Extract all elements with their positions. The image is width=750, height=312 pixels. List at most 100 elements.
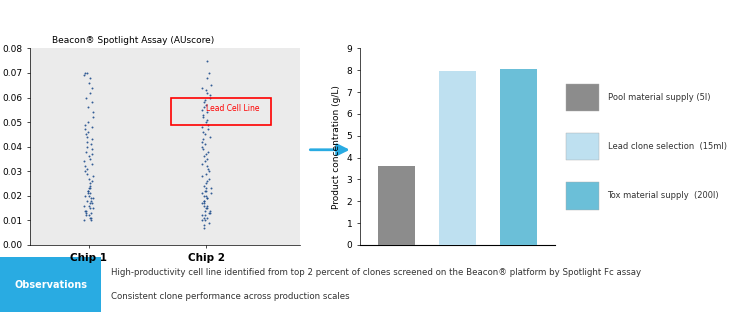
Point	[85, 196, 97, 201]
Point	[204, 95, 216, 100]
Point	[202, 71, 214, 76]
Point	[81, 171, 93, 176]
Point	[85, 215, 97, 220]
Point	[87, 110, 99, 115]
Text: Observations: Observations	[14, 280, 88, 290]
Point	[85, 198, 97, 203]
Point	[85, 142, 97, 147]
Point	[82, 129, 94, 134]
Point	[81, 71, 93, 76]
Point	[205, 186, 217, 191]
Point	[83, 193, 95, 198]
Point	[198, 203, 210, 208]
Point	[200, 119, 211, 124]
Bar	[566, 182, 598, 210]
Point	[81, 139, 93, 144]
Point	[78, 218, 90, 223]
Point	[196, 174, 208, 179]
Point	[201, 117, 213, 122]
Text: Pool material supply (5l): Pool material supply (5l)	[608, 93, 710, 102]
Point	[197, 100, 209, 105]
Point	[201, 206, 213, 211]
Point	[202, 211, 214, 216]
Point	[199, 132, 211, 137]
Point	[82, 188, 94, 193]
Point	[84, 181, 96, 186]
Point	[205, 83, 217, 88]
Point	[198, 215, 210, 220]
Bar	[566, 84, 598, 111]
Point	[79, 164, 91, 169]
Text: Consistent clone performance across production scales: Consistent clone performance across prod…	[111, 292, 350, 301]
Point	[79, 71, 91, 76]
Point	[198, 154, 210, 159]
Bar	[566, 133, 598, 160]
Point	[79, 159, 91, 164]
Point	[198, 201, 210, 206]
Point	[86, 152, 98, 157]
Point	[199, 223, 211, 228]
Point	[84, 215, 96, 220]
Point	[205, 191, 217, 196]
Point	[201, 164, 213, 169]
Point	[84, 186, 96, 191]
Point	[196, 201, 208, 206]
Point	[84, 191, 96, 196]
Point	[202, 169, 214, 174]
Point	[201, 215, 213, 220]
Point	[200, 88, 212, 93]
Point	[204, 211, 216, 216]
Point	[86, 137, 98, 142]
Bar	[500, 69, 537, 245]
Point	[81, 134, 93, 139]
Point	[81, 166, 93, 171]
Point	[82, 213, 94, 218]
Point	[200, 181, 212, 186]
Point	[200, 102, 212, 107]
Point	[196, 107, 208, 112]
Point	[82, 203, 94, 208]
Point	[79, 208, 91, 213]
Point	[86, 85, 98, 90]
Point	[81, 144, 93, 149]
Point	[196, 213, 208, 218]
Point	[200, 208, 211, 213]
Point	[199, 97, 211, 102]
Point	[80, 213, 92, 218]
Point	[86, 100, 98, 105]
Point	[83, 154, 95, 159]
Point	[200, 152, 212, 157]
Point	[198, 198, 210, 203]
Point	[84, 201, 96, 206]
Point	[198, 198, 210, 203]
Point	[82, 191, 94, 196]
Point	[201, 196, 213, 201]
Y-axis label: Product concentration (g/L): Product concentration (g/L)	[332, 85, 341, 209]
Point	[81, 198, 93, 203]
Point	[87, 206, 99, 211]
Point	[204, 134, 216, 139]
Point	[204, 93, 216, 98]
Point	[201, 58, 213, 63]
Point	[200, 186, 211, 191]
Text: Tox material supply  (200l): Tox material supply (200l)	[608, 191, 719, 200]
Point	[86, 124, 98, 129]
Point	[198, 105, 210, 110]
Point	[86, 196, 98, 201]
Point	[196, 85, 208, 90]
Point	[82, 119, 94, 124]
Point	[79, 127, 91, 132]
Point	[204, 208, 216, 213]
Point	[202, 122, 214, 127]
Point	[200, 193, 211, 198]
Point	[82, 186, 94, 191]
Bar	[0, 257, 101, 312]
Text: Beacon® Spotlight Assay (AUscore): Beacon® Spotlight Assay (AUscore)	[52, 36, 214, 45]
Point	[199, 142, 211, 147]
Point	[78, 73, 90, 78]
Point	[80, 122, 92, 127]
Point	[201, 196, 213, 201]
Point	[201, 156, 213, 161]
Point	[201, 90, 213, 95]
Point	[86, 147, 98, 152]
